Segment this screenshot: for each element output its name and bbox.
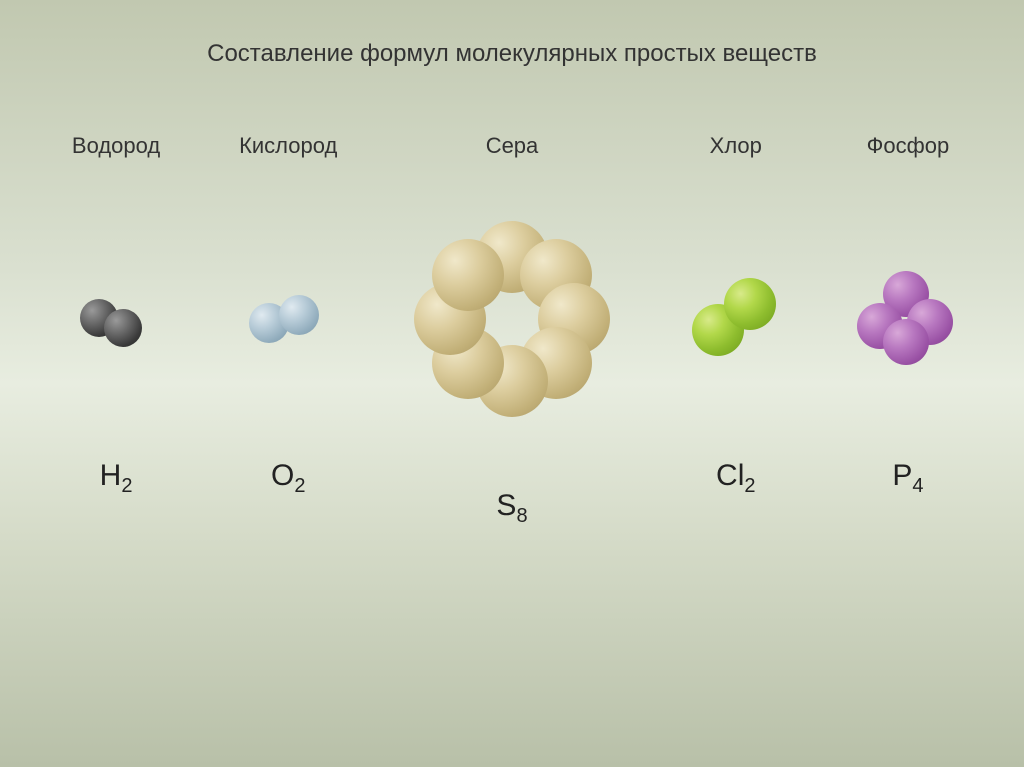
label-sulfur: Сера bbox=[486, 133, 539, 159]
formula-base: P bbox=[892, 459, 912, 492]
label-oxygen: Кислород bbox=[239, 133, 337, 159]
page-title: Составление формул молекулярных простых … bbox=[0, 0, 1024, 68]
molecule-sulfur bbox=[402, 209, 622, 429]
label-hydrogen: Водород bbox=[72, 133, 160, 159]
molecule-phosphorus bbox=[853, 269, 963, 369]
atom bbox=[724, 278, 776, 330]
atom bbox=[104, 309, 142, 347]
label-chlorine: Хлор bbox=[710, 133, 762, 159]
formula-base: Cl bbox=[716, 459, 744, 492]
formula-chlorine: Cl2 bbox=[716, 459, 755, 528]
formula-oxygen: O2 bbox=[271, 459, 305, 528]
atom bbox=[279, 295, 319, 335]
formula-sub: 2 bbox=[294, 475, 305, 497]
formula-sub: 8 bbox=[516, 505, 527, 527]
molecule-hydrogen bbox=[76, 289, 156, 349]
formula-sulfur: S8 bbox=[496, 489, 527, 528]
labels-row: Водород Кислород Сера Хлор Фосфор bbox=[0, 133, 1024, 159]
label-phosphorus: Фосфор bbox=[867, 133, 950, 159]
formula-sub: 2 bbox=[744, 475, 755, 497]
formula-base: H bbox=[100, 459, 122, 492]
formula-base: O bbox=[271, 459, 294, 492]
formulas-row: H2 O2 S8 Cl2 P4 bbox=[0, 459, 1024, 528]
formula-base: S bbox=[496, 489, 516, 522]
atom bbox=[883, 319, 929, 365]
formula-sub: 4 bbox=[912, 475, 923, 497]
molecule-chlorine bbox=[686, 274, 786, 364]
molecule-oxygen bbox=[243, 289, 333, 349]
formula-sub: 2 bbox=[121, 475, 132, 497]
formula-hydrogen: H2 bbox=[100, 459, 133, 528]
atom bbox=[432, 239, 504, 311]
formula-phosphorus: P4 bbox=[892, 459, 923, 528]
molecules-row bbox=[0, 199, 1024, 439]
